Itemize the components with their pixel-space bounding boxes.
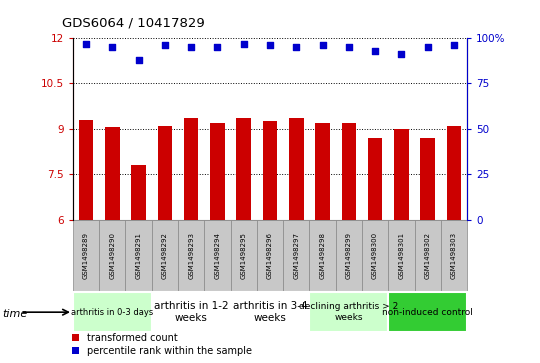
Bar (368, 138, 382, 220)
Point (187, 44, 195, 50)
Bar (152, 220, 178, 292)
Bar (342, 123, 356, 220)
Text: GSM1498291: GSM1498291 (136, 232, 141, 280)
Point (423, 44, 432, 50)
Point (239, 41, 248, 46)
Bar (73, 220, 99, 292)
Text: GSM1498300: GSM1498300 (372, 232, 378, 280)
Bar (257, 220, 283, 292)
Bar (204, 220, 231, 292)
Bar (336, 220, 362, 292)
Text: GSM1498292: GSM1498292 (162, 232, 168, 280)
Text: non-induced control: non-induced control (382, 308, 473, 317)
Text: GSM1498290: GSM1498290 (109, 232, 116, 280)
Text: GSM1498302: GSM1498302 (424, 232, 431, 280)
Bar (105, 127, 119, 220)
Bar (415, 220, 441, 292)
Text: arthritis in 1-2
weeks: arthritis in 1-2 weeks (154, 301, 228, 323)
Text: arthritis in 3-4
weeks: arthritis in 3-4 weeks (233, 301, 307, 323)
Point (345, 44, 353, 50)
Bar (309, 292, 388, 332)
Bar (447, 126, 461, 220)
Bar (99, 220, 125, 292)
Text: declining arthritis > 2
weeks: declining arthritis > 2 weeks (299, 302, 399, 322)
Bar (309, 220, 336, 292)
Point (371, 48, 380, 54)
Text: GSM1498294: GSM1498294 (214, 232, 220, 280)
Bar (388, 220, 415, 292)
Point (318, 42, 327, 48)
Bar (73, 292, 152, 332)
Text: GSM1498295: GSM1498295 (241, 232, 247, 280)
Bar (210, 123, 225, 220)
Text: time: time (3, 309, 28, 319)
Point (292, 44, 301, 50)
Text: GSM1498298: GSM1498298 (320, 232, 326, 280)
Point (450, 42, 458, 48)
Point (213, 44, 222, 50)
Bar (289, 118, 303, 220)
Text: GSM1498289: GSM1498289 (83, 232, 89, 280)
Bar (231, 292, 309, 332)
Point (160, 42, 169, 48)
Text: GSM1498299: GSM1498299 (346, 232, 352, 280)
Text: GSM1498296: GSM1498296 (267, 232, 273, 280)
Bar (362, 220, 388, 292)
Bar (237, 118, 251, 220)
Text: GDS6064 / 10417829: GDS6064 / 10417829 (62, 16, 205, 29)
Text: GSM1498297: GSM1498297 (293, 232, 299, 280)
Bar (131, 165, 146, 220)
Bar (315, 123, 330, 220)
Bar (178, 220, 204, 292)
Bar (184, 118, 198, 220)
Bar (283, 220, 309, 292)
Bar (263, 121, 277, 220)
Bar (421, 138, 435, 220)
Legend: transformed count, percentile rank within the sample: transformed count, percentile rank withi… (70, 331, 254, 358)
Point (134, 57, 143, 63)
Point (266, 42, 274, 48)
Bar (441, 220, 467, 292)
Text: arthritis in 0-3 days: arthritis in 0-3 days (71, 308, 153, 317)
Text: GSM1498293: GSM1498293 (188, 232, 194, 280)
Bar (231, 220, 257, 292)
Point (82, 41, 90, 46)
Bar (388, 292, 467, 332)
Text: GSM1498303: GSM1498303 (451, 232, 457, 280)
Bar (79, 120, 93, 220)
Point (108, 44, 117, 50)
Bar (152, 292, 231, 332)
Text: GSM1498301: GSM1498301 (399, 232, 404, 280)
Bar (394, 129, 409, 220)
Bar (125, 220, 152, 292)
Point (397, 52, 406, 57)
Bar (158, 126, 172, 220)
